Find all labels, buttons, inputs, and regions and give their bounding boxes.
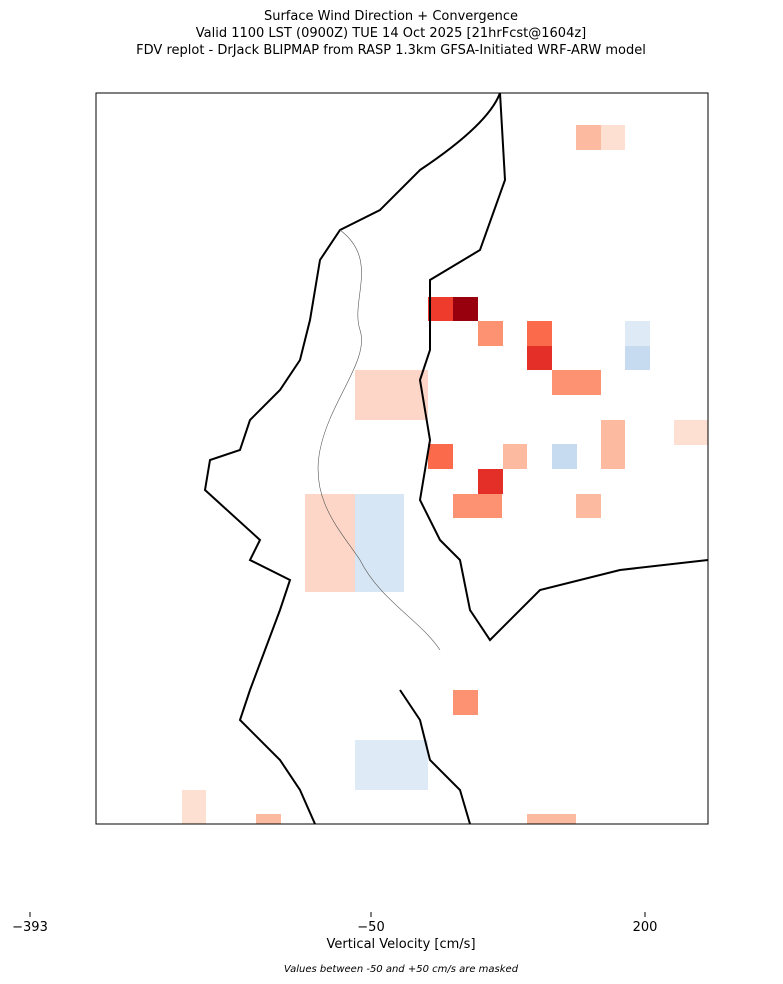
title: Valid 1100 LST (0900Z) TUE 14 Oct 2025 [… bbox=[196, 26, 586, 41]
title: FDV replot - DrJack BLIPMAP from RASP 1.… bbox=[136, 43, 646, 58]
coastline bbox=[203, 93, 708, 824]
colorbar-tick-label: −50 bbox=[357, 920, 384, 935]
map-frame bbox=[95, 92, 709, 825]
colorbar-tick-label: −393 bbox=[12, 920, 48, 935]
map-layer bbox=[182, 93, 708, 824]
convergence-cells bbox=[182, 125, 708, 824]
title: Surface Wind Direction + Convergence bbox=[264, 9, 518, 24]
terrain-contour bbox=[317, 229, 441, 651]
colorbar-label: Vertical Velocity [cm/s] bbox=[326, 937, 475, 952]
footnote: Values between -50 and +50 cm/s are mask… bbox=[284, 964, 519, 975]
colorbar-tick-label: 200 bbox=[633, 920, 658, 935]
